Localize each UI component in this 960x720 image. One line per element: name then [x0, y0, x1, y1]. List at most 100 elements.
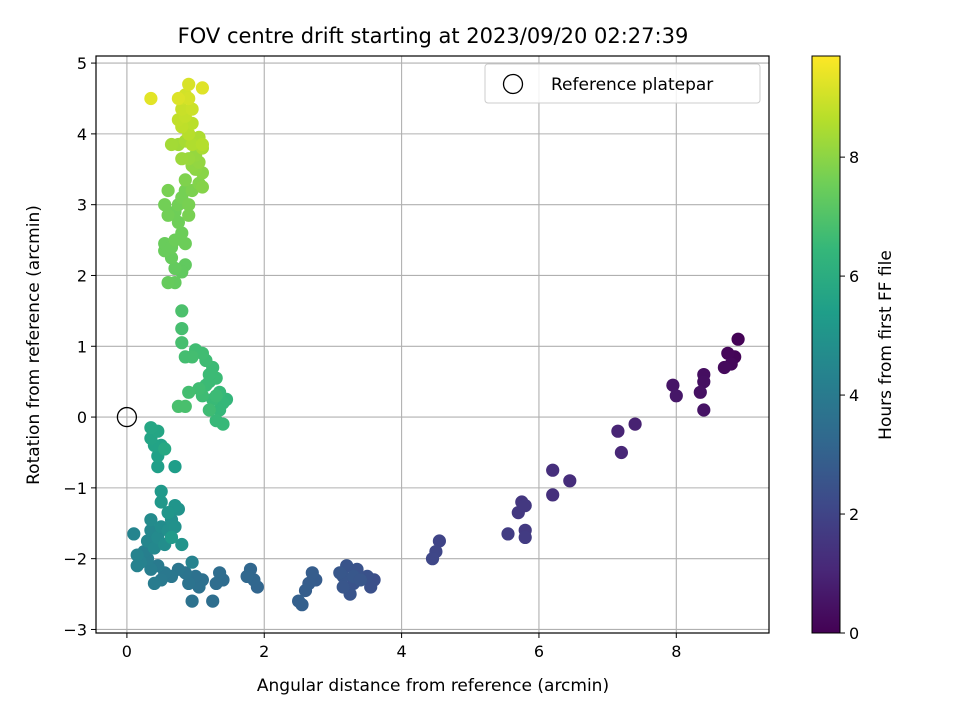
scatter-point: [295, 598, 309, 612]
x-axis-label: Angular distance from reference (arcmin): [257, 676, 609, 696]
colorbar-ticks: 0 2 4 6 8: [840, 148, 859, 643]
y-tick-label: 1: [77, 337, 87, 356]
scatter-point: [175, 322, 189, 336]
scatter-point: [171, 91, 185, 106]
scatter-point: [192, 580, 206, 594]
y-tick-label: 5: [77, 54, 87, 73]
scatter-point: [693, 385, 707, 399]
scatter-point: [144, 421, 158, 435]
scatter-points: [127, 77, 745, 612]
scatter-point: [213, 566, 227, 580]
colorbar-gradient: [812, 56, 840, 633]
scatter-point: [213, 403, 227, 417]
scatter-point: [161, 276, 175, 290]
legend-marker-open-circle: [502, 73, 524, 95]
scatter-point: [182, 576, 196, 591]
scatter-point: [130, 559, 144, 573]
scatter-point: [158, 198, 172, 212]
scatter-point: [175, 102, 189, 116]
scatter-point: [147, 541, 161, 555]
colorbar-tick-label: 2: [849, 505, 859, 524]
scatter-point: [425, 552, 440, 566]
scatter-point: [202, 403, 216, 417]
scatter-point: [175, 304, 189, 318]
scatter-point: [178, 399, 192, 413]
x-tick-label: 8: [671, 642, 681, 661]
colorbar-tick-label: 4: [849, 386, 859, 405]
scatter-point: [731, 332, 745, 346]
reference-platepar-marker: [116, 406, 138, 428]
scatter-point: [305, 566, 319, 580]
scatter-point: [168, 520, 182, 534]
colorbar-tick-label: 6: [849, 267, 859, 286]
scatter-point: [154, 495, 168, 509]
scatter-point: [175, 537, 189, 552]
colorbar-tick-label: 0: [849, 624, 859, 643]
scatter-point: [175, 226, 189, 240]
colorbar-label: Hours from first FF file: [876, 250, 896, 440]
scatter-point: [209, 576, 223, 591]
scatter-point: [721, 346, 735, 360]
y-tick-label: −3: [63, 620, 87, 639]
legend: Reference platepar: [484, 63, 761, 104]
scatter-point: [168, 261, 182, 275]
scatter-point: [364, 580, 378, 594]
scatter-point: [151, 460, 165, 474]
scatter-point: [144, 91, 158, 106]
scatter-point: [158, 442, 172, 456]
scatter-point: [185, 555, 199, 569]
scatter-point: [182, 91, 196, 106]
scatter-point: [161, 208, 175, 222]
scatter-point: [206, 594, 220, 608]
scatter-point: [171, 215, 185, 229]
scatter-point: [182, 385, 196, 399]
scatter-point: [195, 81, 209, 95]
scatter-point: [144, 562, 158, 576]
scatter-point: [209, 389, 223, 403]
scatter-point: [185, 137, 199, 152]
scatter-point: [182, 198, 196, 212]
scatter-point: [546, 488, 560, 502]
scatter-point: [178, 173, 192, 187]
colorbar: 0 2 4 6 8 Hours from first FF file: [811, 55, 896, 643]
reference-marker-group: [116, 406, 138, 428]
scatter-point: [336, 580, 350, 594]
scatter-point: [178, 350, 192, 364]
scatter-point: [717, 360, 732, 375]
scatter-point: [333, 566, 347, 580]
scatter-point: [666, 378, 680, 392]
y-tick-label: 4: [77, 125, 87, 144]
scatter-point: [209, 414, 223, 428]
colorbar-tick-label: 8: [849, 148, 859, 167]
scatter-point: [240, 569, 254, 584]
scatter-point: [182, 208, 196, 222]
x-tick-label: 2: [259, 642, 269, 661]
scatter-point: [669, 389, 683, 403]
scatter-point: [697, 375, 711, 389]
scatter-point: [127, 527, 141, 541]
scatter-point: [353, 573, 367, 587]
legend-label: Reference platepar: [551, 75, 713, 95]
y-tick-label: −1: [63, 479, 87, 498]
scatter-point: [175, 336, 189, 350]
y-axis-ticks: −3 −2 −1 0 1 2 3 4 5: [63, 54, 96, 639]
scatter-point: [161, 183, 175, 198]
x-axis-ticks: 0 2 4 6 8: [122, 633, 681, 661]
grid-lines: [96, 56, 769, 633]
scatter-point: [518, 530, 532, 545]
scatter-point: [195, 180, 209, 194]
y-tick-label: 0: [77, 408, 87, 427]
scatter-point: [501, 527, 515, 541]
scatter-point: [432, 534, 446, 548]
y-tick-label: 3: [77, 196, 87, 215]
y-tick-label: −2: [63, 550, 87, 569]
scatter-point: [518, 499, 532, 513]
scatter-point: [546, 463, 560, 477]
x-tick-label: 4: [397, 642, 407, 661]
scatter-point: [298, 583, 313, 598]
scatter-point: [161, 505, 175, 520]
scatter-point: [192, 382, 206, 396]
x-tick-label: 6: [534, 642, 544, 661]
colorbar-frame: [811, 55, 841, 634]
